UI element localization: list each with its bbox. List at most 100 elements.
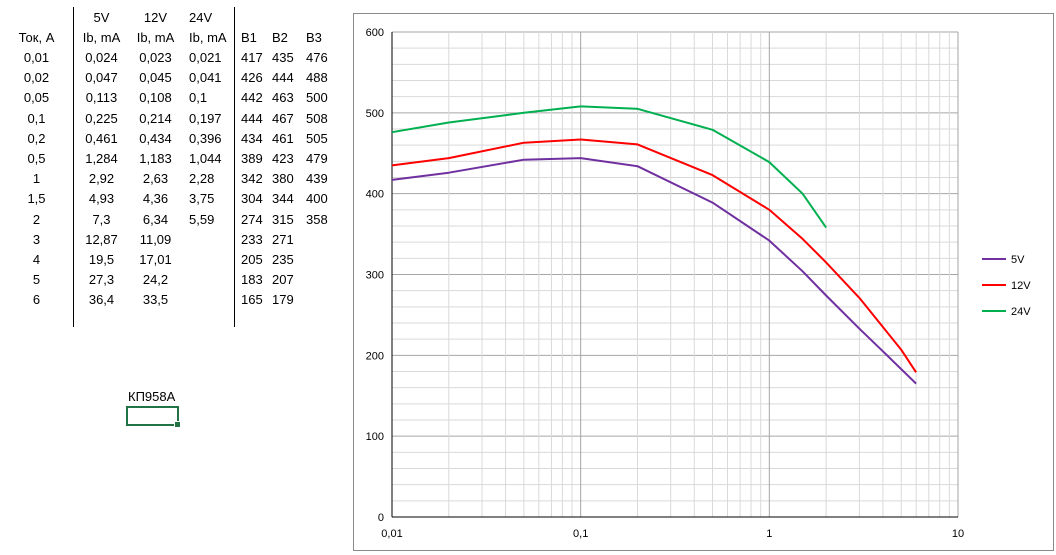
spreadsheet-table: 5V 12V 24V Ток, А Ib, mA Ib, mA Ib, mA B1 B2 B3 0,… (0, 0, 345, 340)
x-tick-label: 1 (766, 528, 772, 540)
header-cell: Ток, А (18, 30, 55, 45)
y-tick-label: 600 (366, 27, 384, 39)
column-divider-1 (73, 7, 74, 327)
table-cell: 505 (306, 130, 328, 146)
table-cell: 0,113 (85, 90, 118, 106)
table-cell: 179 (272, 292, 294, 308)
table-cell: 2,92 (88, 171, 115, 187)
table-cell: 304 (241, 191, 263, 207)
table-cell: 4,36 (142, 191, 169, 207)
table-cell: 1,183 (139, 151, 172, 166)
table-cell: 233 (241, 231, 263, 247)
header-cell: Ib, mA (82, 30, 121, 45)
header-cell: Ib, mA (136, 30, 175, 45)
table-cell: 1,5 (27, 191, 46, 207)
header-cell: B3 (306, 30, 322, 45)
table-cell: 0,214 (139, 110, 172, 126)
table-cell: 439 (306, 171, 328, 187)
table-cell: 461 (272, 130, 294, 146)
table-cell: 5,59 (189, 211, 215, 227)
table-cell: 380 (272, 171, 294, 187)
table-cell: 12,87 (85, 231, 118, 247)
table-cell: 0,041 (189, 70, 222, 86)
x-tick-label: 10 (952, 528, 964, 540)
table-cell: 463 (272, 90, 294, 106)
chart-panel[interactable]: 0 100 200 300 400 500 600 0,01 0,1 1 10 5V 12V 24V (353, 13, 1054, 551)
y-tick-label: 400 (366, 189, 384, 201)
table-cell: 165 (241, 292, 263, 308)
table-cell: 342 (241, 171, 263, 187)
table-cell: 3 (32, 231, 41, 247)
table-cell: 5 (32, 272, 41, 288)
table-cell: 0,021 (189, 50, 222, 65)
header-cell: B1 (241, 30, 257, 45)
table-cell: 2 (32, 211, 41, 227)
y-tick-label: 300 (366, 270, 384, 282)
table-cell: 400 (306, 191, 328, 207)
table-cell: 4,93 (88, 191, 115, 207)
table-cell: 500 (306, 90, 328, 106)
table-cell: 1,284 (85, 151, 118, 166)
table-cell: 24,2 (142, 272, 169, 288)
series-line-24V (391, 105, 827, 229)
table-cell: 0,108 (139, 90, 172, 106)
header-cell: B2 (272, 30, 288, 45)
table-cell: 417 (241, 50, 263, 65)
table-cell: 7,3 (92, 211, 111, 227)
header-voltage: 24V (189, 10, 213, 25)
table-cell: 0,05 (23, 90, 50, 106)
transistor-model-label: КП958А (128, 389, 176, 404)
selected-cell[interactable] (126, 406, 181, 428)
table-cell: 205 (241, 252, 263, 267)
table-cell: 0,045 (139, 70, 172, 86)
table-cell: 0,01 (23, 50, 50, 65)
table-cell: 423 (272, 151, 294, 166)
table-cell: 27,3 (88, 272, 115, 288)
table-cell: 274 (241, 211, 263, 227)
table-cell: 19,5 (88, 252, 115, 267)
table-cell: 476 (306, 50, 328, 65)
table-cell: 0,5 (27, 151, 46, 166)
table-cell: 1,044 (189, 151, 222, 166)
table-cell: 0,434 (139, 130, 172, 146)
y-tick-label: 200 (366, 350, 384, 362)
y-tick-label: 500 (366, 108, 384, 120)
table-cell: 2,63 (142, 171, 169, 187)
table-cell: 435 (272, 50, 294, 65)
table-cell: 33,5 (142, 292, 169, 308)
table-cell: 0,047 (85, 70, 118, 86)
legend-label-12V: 12V (1011, 280, 1031, 292)
table-cell: 442 (241, 90, 263, 106)
table-cell: 0,225 (85, 110, 118, 126)
table-cell: 344 (272, 191, 294, 207)
table-cell: 2,28 (189, 171, 215, 187)
table-cell: 0,197 (189, 110, 222, 126)
x-tick-label: 0,01 (381, 528, 402, 540)
table-cell: 235 (272, 252, 294, 267)
table-cell: 488 (306, 70, 328, 86)
table-cell: 207 (272, 272, 294, 288)
table-cell: 6,34 (142, 211, 169, 227)
header-voltage: 5V (93, 10, 110, 25)
table-cell: 0,024 (85, 50, 118, 65)
column-divider-2 (234, 7, 235, 327)
y-tick-label: 100 (366, 431, 384, 443)
table-cell: 358 (306, 211, 328, 227)
header-cell: Ib, mA (189, 30, 227, 45)
table-cell: 1 (32, 171, 41, 187)
table-cell: 0,02 (23, 70, 50, 86)
table-cell: 0,1 (189, 90, 208, 106)
table-cell: 17,01 (139, 252, 172, 267)
table-cell: 271 (272, 231, 294, 247)
table-cell: 11,09 (139, 231, 172, 247)
table-cell: 0,023 (139, 50, 172, 65)
table-cell: 315 (272, 211, 294, 227)
table-cell: 0,1 (27, 110, 46, 126)
header-voltage: 12V (143, 10, 168, 25)
table-cell: 0,396 (189, 130, 222, 146)
table-cell: 444 (272, 70, 294, 86)
legend-label-24V: 24V (1011, 306, 1031, 318)
table-cell: 6 (32, 292, 41, 308)
table-cell: 434 (241, 130, 263, 146)
table-cell: 444 (241, 110, 263, 126)
